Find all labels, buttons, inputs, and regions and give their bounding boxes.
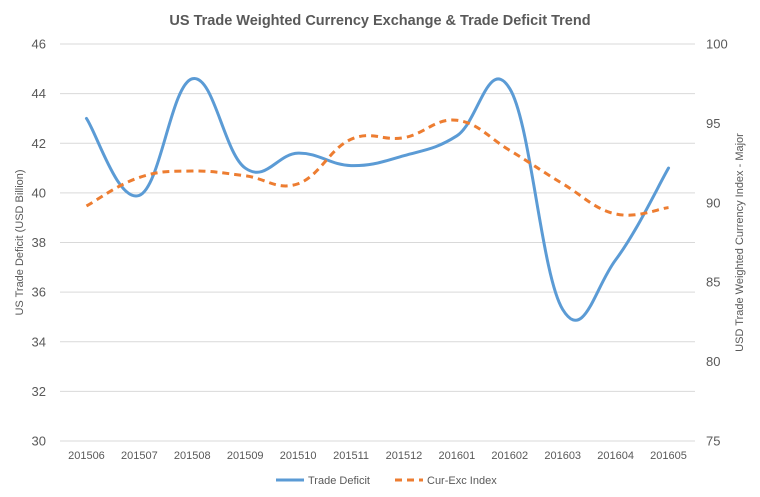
right-tick-label: 100 bbox=[706, 37, 728, 52]
x-tick-label: 201603 bbox=[544, 450, 581, 462]
x-tick-label: 201509 bbox=[227, 450, 264, 462]
x-tick-label: 201511 bbox=[333, 450, 369, 462]
x-tick-label: 201508 bbox=[174, 450, 211, 462]
legend-label: Trade Deficit bbox=[308, 475, 370, 487]
left-tick-label: 30 bbox=[32, 434, 46, 449]
left-tick-label: 38 bbox=[32, 235, 46, 250]
right-tick-label: 95 bbox=[706, 116, 720, 131]
right-axis-title: USD Trade Weighted Currency Index - Majo… bbox=[734, 133, 746, 352]
right-axis-ticks: 75 80 85 90 95 100 bbox=[706, 37, 728, 449]
left-axis-title: US Trade Deficit (USD Billion) bbox=[14, 169, 26, 315]
left-tick-label: 32 bbox=[32, 384, 46, 399]
right-tick-label: 80 bbox=[706, 354, 720, 369]
left-tick-label: 46 bbox=[32, 37, 46, 52]
x-tick-label: 201604 bbox=[597, 450, 634, 462]
series-line-cur-exc-index bbox=[85, 118, 669, 217]
right-tick-label: 90 bbox=[706, 195, 720, 210]
x-tick-label: 201507 bbox=[121, 450, 158, 462]
right-tick-label: 85 bbox=[706, 275, 720, 290]
left-tick-label: 42 bbox=[32, 136, 46, 151]
x-tick-label: 201605 bbox=[650, 450, 687, 462]
series-line-trade-deficit bbox=[84, 77, 671, 322]
legend: Trade Deficit Cur-Exc Index bbox=[276, 475, 497, 487]
x-axis-ticks: 201506 201507 201508 201509 201510 201511 2015… bbox=[68, 450, 687, 462]
gridlines bbox=[60, 43, 695, 442]
x-tick-label: 201602 bbox=[491, 450, 528, 462]
x-tick-label: 201512 bbox=[386, 450, 423, 462]
x-tick-label: 201506 bbox=[68, 450, 105, 462]
x-tick-label: 201601 bbox=[439, 450, 476, 462]
left-tick-label: 34 bbox=[32, 334, 46, 349]
series-lines bbox=[84, 77, 671, 322]
left-tick-label: 36 bbox=[32, 285, 46, 300]
x-tick-label: 201510 bbox=[280, 450, 317, 462]
left-tick-label: 40 bbox=[32, 185, 46, 200]
left-axis-ticks: 30 32 34 36 38 40 42 44 46 bbox=[32, 37, 46, 449]
right-tick-label: 75 bbox=[706, 434, 720, 449]
legend-label: Cur-Exc Index bbox=[427, 475, 497, 487]
chart-title: US Trade Weighted Currency Exchange & Tr… bbox=[169, 13, 590, 29]
left-tick-label: 44 bbox=[32, 86, 46, 101]
